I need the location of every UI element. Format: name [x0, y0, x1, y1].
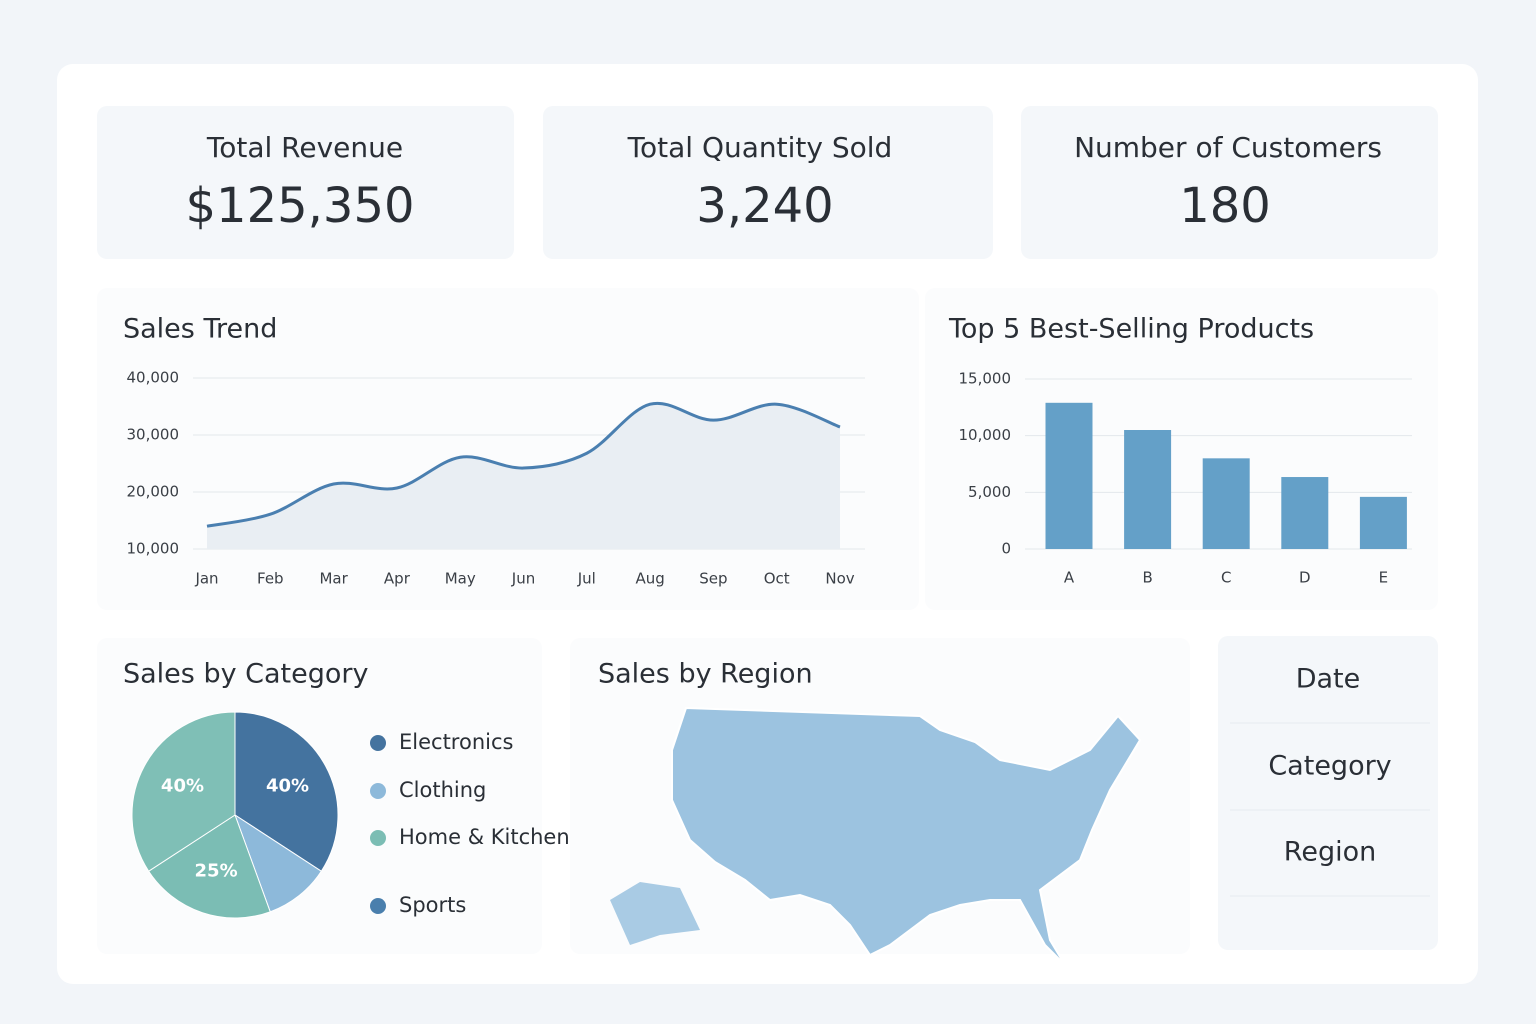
pie-slice [147, 814, 271, 919]
kpi-label: Number of Customers [1074, 131, 1382, 164]
x-tick-label: Sep [699, 570, 727, 588]
x-tick-label: Apr [384, 570, 411, 588]
data-label: 25% [195, 861, 238, 882]
x-tick-label: Nov [825, 570, 854, 588]
x-tick-label: Mar [319, 570, 348, 588]
chart-title: Sales Trend [123, 314, 277, 345]
y-tick-label: 10,000 [959, 426, 1012, 444]
chart-title: Top 5 Best-Selling Products [948, 314, 1314, 345]
legend-swatch [370, 898, 386, 914]
kpi-card [1021, 106, 1438, 259]
y-tick-label: 20,000 [127, 483, 180, 501]
legend-swatch [370, 783, 386, 799]
area [207, 403, 840, 549]
kpi-card [543, 106, 993, 259]
legend-swatch [370, 735, 386, 751]
us-map [671, 706, 1142, 966]
x-tick-label: A [1064, 569, 1075, 587]
x-tick-label: May [445, 570, 476, 588]
data-label: 40% [266, 776, 309, 797]
data-label: 40% [161, 776, 204, 797]
bar [1202, 458, 1250, 549]
x-tick-label: C [1221, 569, 1231, 587]
x-tick-label: Aug [635, 570, 664, 588]
legend-label: Home & Kitchen [399, 825, 570, 849]
bar [1281, 477, 1329, 549]
kpi-label: Total Quantity Sold [627, 131, 893, 164]
x-tick-label: Jun [511, 570, 535, 588]
map-title: Sales by Region [598, 659, 813, 690]
y-tick-label: 30,000 [127, 426, 180, 444]
chart-title: Sales by Category [123, 659, 369, 690]
y-tick-label: 40,000 [127, 369, 180, 387]
kpi-card [97, 106, 514, 259]
legend-label: Electronics [399, 730, 513, 754]
legend-swatch [370, 830, 386, 846]
kpi-label: Total Revenue [206, 131, 403, 164]
pie-slice [131, 711, 236, 872]
legend-label: Sports [399, 893, 466, 917]
x-tick-label: Feb [257, 570, 284, 588]
bar [1124, 430, 1172, 549]
x-tick-label: B [1142, 569, 1152, 587]
kpi-value: 180 [1179, 178, 1271, 234]
alaska [610, 882, 700, 945]
filter-button[interactable]: Category [1268, 751, 1391, 782]
x-tick-label: Jan [194, 570, 218, 588]
y-tick-label: 0 [1001, 540, 1011, 558]
kpi-value: 3,240 [696, 178, 833, 234]
line [206, 401, 841, 528]
y-tick-label: 10,000 [127, 540, 180, 558]
x-tick-label: D [1299, 569, 1311, 587]
y-tick-label: 5,000 [968, 483, 1011, 501]
y-tick-label: 15,000 [959, 370, 1012, 388]
filter-button[interactable]: Region [1284, 837, 1376, 868]
x-tick-label: Oct [764, 570, 790, 588]
x-tick-label: Jul [577, 570, 596, 588]
filter-panel [1218, 636, 1438, 950]
x-tick-label: E [1379, 569, 1388, 587]
filter-button[interactable]: Date [1296, 664, 1361, 695]
legend-label: Clothing [399, 778, 486, 802]
kpi-value: $125,350 [185, 178, 414, 234]
bar [1359, 496, 1407, 549]
bar [1045, 402, 1093, 549]
